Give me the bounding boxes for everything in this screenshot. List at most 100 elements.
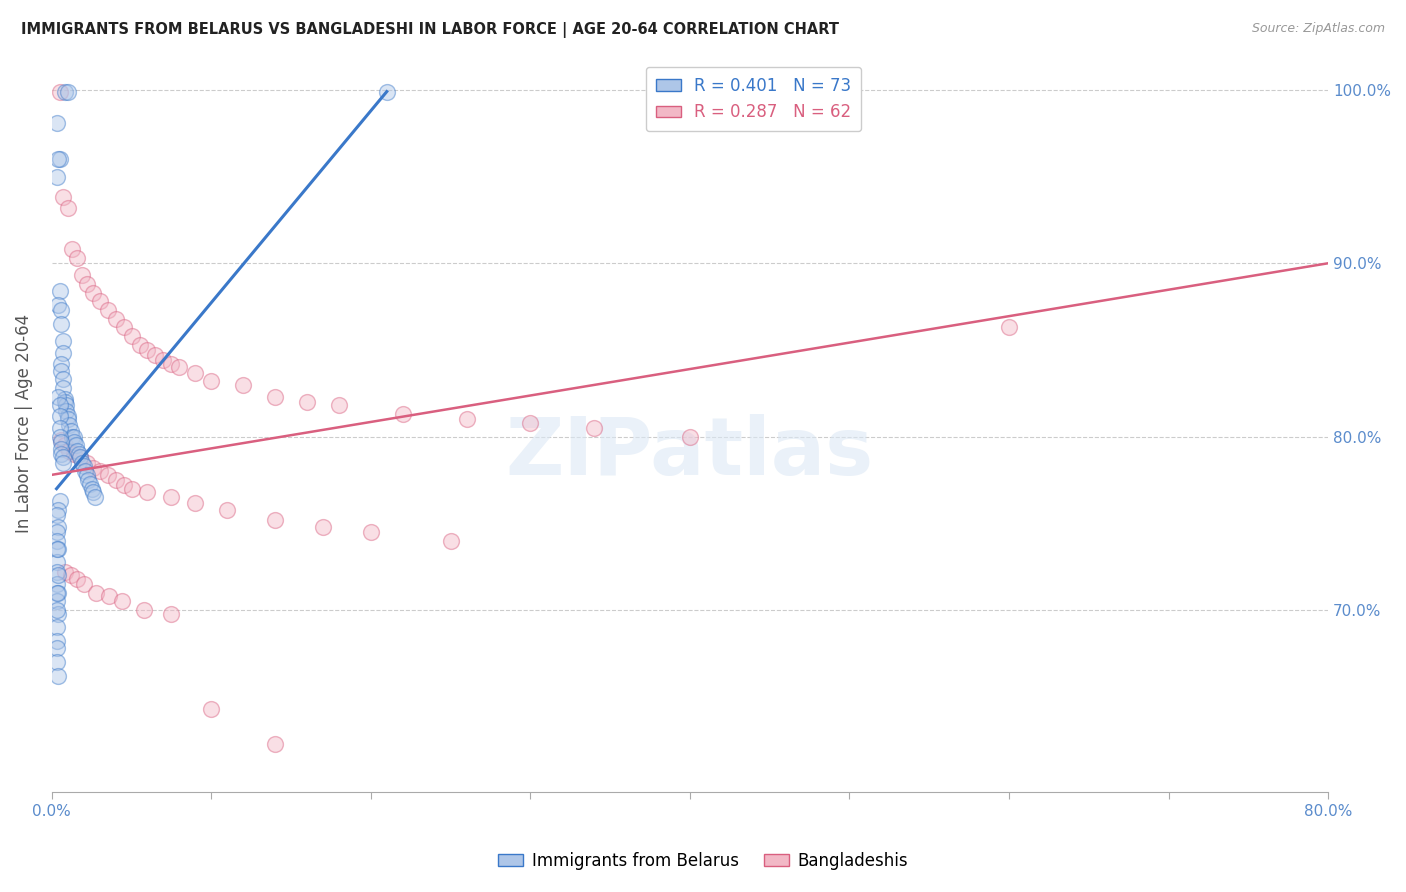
Point [51, 303, 73, 318]
Point [56, 201, 79, 215]
Point [111, 594, 134, 608]
Text: ZIPatlas: ZIPatlas [506, 414, 875, 492]
Point [53, 565, 76, 579]
Point [152, 353, 174, 368]
Point [62, 430, 84, 444]
Point [46, 152, 69, 166]
Point [66, 443, 89, 458]
Point [679, 430, 702, 444]
Point [375, 85, 398, 99]
Text: IMMIGRANTS FROM BELARUS VS BANGLADESHI IN LABOR FORCE | AGE 20-64 CORRELATION CH: IMMIGRANTS FROM BELARUS VS BANGLADESHI I… [21, 22, 839, 38]
Point [391, 407, 413, 421]
Point [48, 85, 70, 99]
Point [104, 311, 127, 326]
Point [66, 251, 89, 265]
Point [48, 399, 70, 413]
Point [121, 329, 143, 343]
Point [52, 372, 75, 386]
Point [83, 491, 105, 505]
Point [62, 243, 84, 257]
Point [45, 524, 67, 539]
Point [264, 390, 287, 404]
Point [55, 399, 77, 413]
Point [97, 467, 120, 482]
Point [56, 85, 79, 99]
Point [200, 374, 222, 388]
Point [51, 317, 73, 331]
Point [76, 467, 98, 482]
Point [73, 459, 96, 474]
Point [51, 433, 73, 447]
Point [112, 478, 135, 492]
Point [48, 421, 70, 435]
Point [45, 586, 67, 600]
Point [46, 542, 69, 557]
Point [160, 357, 183, 371]
Point [45, 508, 67, 522]
Point [145, 348, 167, 362]
Point [456, 412, 478, 426]
Point [73, 577, 96, 591]
Point [56, 409, 79, 423]
Legend: R = 0.401   N = 73, R = 0.287   N = 62: R = 0.401 N = 73, R = 0.287 N = 62 [645, 67, 862, 131]
Point [232, 377, 254, 392]
Point [53, 392, 76, 406]
Point [52, 456, 75, 470]
Point [86, 586, 108, 600]
Point [48, 430, 70, 444]
Point [439, 533, 461, 548]
Point [89, 464, 111, 478]
Point [76, 277, 98, 291]
Point [48, 409, 70, 423]
Point [80, 482, 103, 496]
Point [52, 334, 75, 349]
Point [328, 399, 350, 413]
Point [112, 320, 135, 334]
Point [98, 589, 121, 603]
Point [46, 520, 69, 534]
Point [79, 476, 101, 491]
Point [63, 447, 86, 461]
Point [45, 641, 67, 656]
Point [121, 482, 143, 496]
Point [48, 152, 70, 166]
Point [51, 357, 73, 371]
Point [67, 447, 90, 461]
Point [45, 555, 67, 569]
Point [53, 438, 76, 452]
Point [46, 607, 69, 621]
Point [53, 85, 76, 99]
Point [184, 495, 207, 509]
Point [45, 565, 67, 579]
Point [77, 473, 100, 487]
Point [128, 338, 150, 352]
Point [45, 594, 67, 608]
Point [583, 421, 606, 435]
Point [70, 456, 93, 470]
Point [217, 502, 239, 516]
Point [136, 343, 159, 357]
Point [45, 542, 67, 557]
Point [89, 294, 111, 309]
Point [59, 425, 82, 439]
Point [136, 485, 159, 500]
Point [55, 403, 77, 417]
Point [45, 533, 67, 548]
Point [200, 702, 222, 716]
Point [998, 320, 1021, 334]
Point [45, 620, 67, 634]
Point [48, 493, 70, 508]
Point [52, 190, 75, 204]
Point [169, 360, 191, 375]
Point [160, 491, 183, 505]
Point [184, 366, 207, 380]
Point [53, 395, 76, 409]
Point [63, 434, 86, 449]
Point [45, 116, 67, 130]
Point [51, 434, 73, 449]
Point [69, 450, 91, 465]
Legend: Immigrants from Belarus, Bangladeshis: Immigrants from Belarus, Bangladeshis [492, 846, 914, 877]
Point [46, 568, 69, 582]
Point [45, 577, 67, 591]
Point [45, 603, 67, 617]
